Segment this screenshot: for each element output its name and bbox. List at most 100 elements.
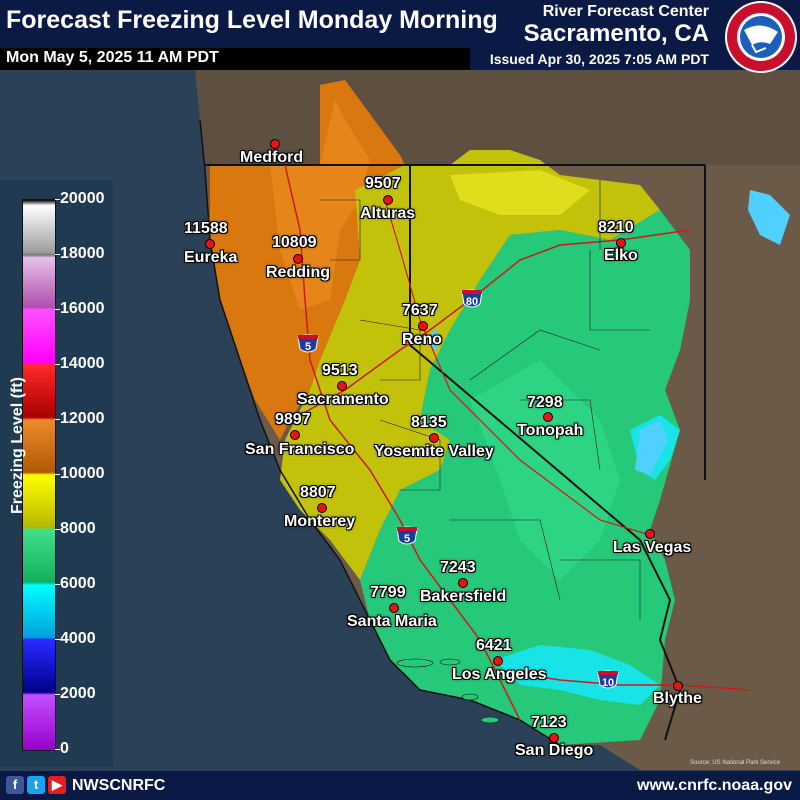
city-name: Santa Maria	[347, 613, 437, 630]
legend-tick	[55, 639, 60, 640]
city-value: 7799	[370, 584, 406, 601]
city-marker	[418, 321, 428, 331]
freezing-level-yellow	[280, 150, 660, 580]
city-name: Los Angeles	[452, 666, 547, 683]
state-border-az	[649, 559, 682, 741]
city-value: 7637	[402, 302, 438, 319]
great-salt-lake	[748, 190, 790, 245]
interstate-shield-number: 10	[602, 677, 614, 689]
interstate-shield-number: 80	[466, 296, 478, 308]
city-marker	[543, 412, 553, 422]
highway-i10	[494, 669, 751, 691]
website-link[interactable]: www.cnrfc.noaa.gov	[637, 777, 792, 794]
city-name: Tonopah	[517, 422, 584, 439]
legend-tick	[55, 309, 60, 310]
city-name: Medford	[240, 149, 304, 166]
legend-tick-label: 20000	[60, 190, 105, 207]
interstate-shield-icon: 5	[297, 334, 319, 353]
header-subbar	[0, 48, 470, 70]
legend-tick	[55, 364, 60, 365]
city-value: 9507	[365, 175, 401, 192]
nws-logo-icon	[725, 1, 797, 73]
city-value: 9513	[322, 362, 358, 379]
facebook-icon[interactable]: f	[6, 776, 24, 794]
city-value: 9897	[275, 411, 311, 428]
city-marker	[290, 430, 300, 440]
city-value: 6421	[476, 637, 512, 654]
legend-tick	[55, 749, 60, 750]
issued-time: Issued Apr 30, 2025 7:05 AM PDT	[489, 51, 709, 67]
interstate-shield-icon: 80	[461, 289, 483, 308]
legend-tick-label: 14000	[60, 355, 105, 372]
freezing-level-cyan	[495, 645, 660, 705]
city-name: San Francisco	[245, 441, 355, 458]
city-name: San Diego	[515, 742, 594, 759]
city-name: Blythe	[653, 690, 702, 707]
legend-tick-label: 6000	[60, 575, 96, 592]
social-icons: f t ▶	[6, 776, 66, 794]
channel-islands	[396, 658, 500, 724]
city-name: Sacramento	[297, 391, 389, 408]
city-marker	[389, 603, 399, 613]
city-value: 10809	[272, 234, 317, 251]
office-location: Sacramento, CA	[523, 20, 709, 47]
interstate-shield-number: 5	[305, 341, 311, 353]
highway-us395	[384, 199, 651, 536]
city-value: 11588	[184, 220, 228, 237]
legend-tick	[55, 254, 60, 255]
city-marker	[293, 254, 303, 264]
city-marker	[317, 503, 327, 513]
legend-tick	[55, 584, 60, 585]
legend-tick-label: 18000	[60, 245, 105, 262]
city-name: Redding	[266, 264, 330, 281]
legend-title: Freezing Level (ft)	[9, 377, 26, 514]
city-marker	[493, 656, 503, 666]
legend-tick	[55, 529, 60, 530]
social-handle[interactable]: NWSCNRFC	[72, 777, 166, 794]
legend-tick-label: 16000	[60, 300, 105, 317]
coastline	[199, 119, 561, 746]
freezing-level-bright-yellow	[450, 170, 590, 215]
city-name: Monterey	[284, 513, 356, 530]
city-marker	[616, 238, 626, 248]
city-name: Yosemite Valley	[374, 443, 494, 460]
youtube-icon[interactable]: ▶	[48, 776, 66, 794]
forecast-center-name: River Forecast Center	[542, 3, 709, 20]
city-marker	[270, 139, 280, 149]
twitter-icon[interactable]: t	[27, 776, 45, 794]
city-marker	[337, 381, 347, 391]
legend-tick	[55, 474, 60, 475]
county-lines	[320, 180, 650, 620]
city-name: Bakersfield	[420, 588, 507, 605]
legend-tick-label: 12000	[60, 410, 105, 427]
legend-panel	[0, 180, 113, 767]
city-value: 7243	[440, 559, 476, 576]
freezing-level-light-green	[470, 360, 620, 580]
city-value: 7298	[527, 394, 563, 411]
lake-mead	[635, 420, 668, 475]
color-scale-bar	[22, 199, 56, 751]
state-border-ca-nv	[409, 165, 651, 561]
city-name: Las Vegas	[613, 539, 692, 556]
legend-tick-label: 2000	[60, 685, 96, 702]
city-value: 8210	[598, 219, 634, 236]
city-name: Alturas	[360, 205, 416, 222]
interstate-shield-icon: 5	[396, 526, 418, 545]
map-credit: Source: US National Park Service	[690, 760, 781, 766]
legend-tick-label: 8000	[60, 520, 96, 537]
city-marker	[383, 195, 393, 205]
city-value: 8135	[411, 414, 447, 431]
legend-tick	[55, 199, 60, 200]
map-title: Forecast Freezing Level Monday Morning	[6, 6, 498, 34]
legend-tick-label: 4000	[60, 630, 96, 647]
city-marker	[205, 239, 215, 249]
city-name: Elko	[604, 247, 638, 264]
highway-i5	[284, 164, 521, 721]
city-value: 8807	[300, 484, 336, 501]
footer-bar	[0, 771, 800, 800]
city-marker	[549, 733, 559, 743]
city-name: Reno	[402, 331, 442, 348]
lake-tahoe	[431, 330, 439, 350]
city-name: Eureka	[184, 249, 238, 266]
